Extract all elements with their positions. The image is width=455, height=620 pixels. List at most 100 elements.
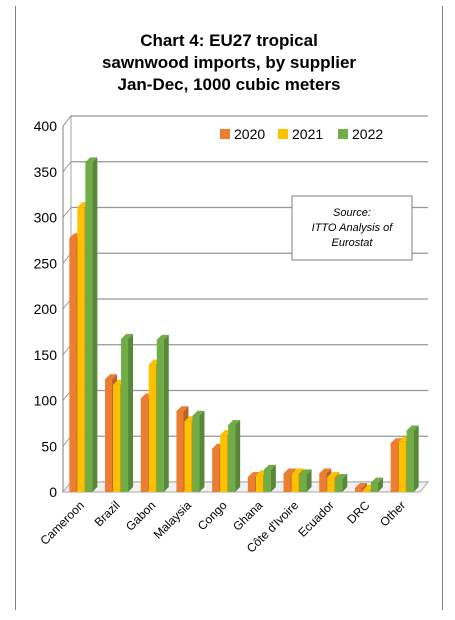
bar-front [220, 435, 228, 492]
bar-top [175, 406, 189, 412]
bars [68, 157, 420, 493]
bar [370, 477, 384, 492]
bar-front [370, 482, 378, 492]
title-line-3: Jan-Dec, 1000 cubic meters [117, 75, 340, 94]
bar-side [199, 411, 205, 492]
bar-front [212, 448, 220, 492]
y-tick-label: 350 [34, 164, 58, 180]
bar [263, 464, 277, 492]
title-line-2: sawnwood imports, by supplier [102, 53, 356, 72]
bar [406, 425, 420, 492]
y-tick-label: 50 [41, 438, 57, 454]
bar-side [342, 474, 348, 492]
bar-side [92, 157, 98, 492]
x-tick-label: Malaysia [151, 498, 195, 542]
x-tick-label: Congo [195, 498, 230, 533]
bar-front [299, 474, 307, 492]
bar-top [370, 477, 384, 484]
y-tick-label: 100 [34, 393, 58, 409]
bar-front [255, 475, 263, 492]
bar-top [104, 374, 118, 380]
y-tick-label: 200 [34, 301, 58, 317]
y-tick-label: 0 [49, 484, 57, 500]
x-tick-label: DRC [344, 498, 373, 527]
bar-front [263, 470, 271, 492]
bar-top [120, 333, 134, 340]
bar-front [291, 473, 299, 492]
x-tick-label: Cameroon [37, 498, 87, 548]
source-line-2: ITTO Analysis of [312, 222, 394, 234]
bar-front [192, 416, 200, 492]
bar-front [85, 162, 93, 492]
bar-front [156, 340, 164, 492]
bar-front [121, 339, 129, 492]
y-tick-label: 150 [34, 347, 58, 363]
bar-front [362, 490, 370, 492]
source-box: Source: ITTO Analysis of Eurostat [291, 195, 413, 261]
bar-top [263, 464, 277, 471]
bar-front [335, 479, 343, 492]
bar [156, 334, 170, 492]
y-tick-label: 400 [34, 118, 58, 134]
bar-top [156, 334, 170, 341]
bar-front [406, 430, 414, 492]
gridline-side [62, 161, 72, 173]
bar-top [283, 468, 297, 474]
source-line-3: Eurostat [332, 237, 374, 249]
gridline-side [62, 207, 72, 218]
bar-top [299, 469, 313, 475]
legend-swatch [338, 129, 348, 139]
bar-front [113, 384, 121, 492]
y-tick-label: 250 [34, 255, 58, 271]
bar [191, 410, 205, 492]
x-tick-label: Ecuador [295, 498, 337, 540]
bar [227, 420, 241, 492]
bar-side [235, 420, 241, 492]
bar-front [247, 477, 255, 492]
bar-top [406, 425, 420, 431]
bar-front [140, 398, 148, 492]
bar-side [128, 334, 134, 492]
legend: 2020 2021 2022 [220, 126, 383, 142]
legend-swatch [220, 129, 230, 139]
bar-front [354, 488, 362, 492]
y-tick-label: 300 [34, 210, 58, 226]
bar-front [390, 443, 398, 492]
source-line-1: Source: [333, 207, 371, 219]
bar-top [191, 410, 205, 417]
bar-side [163, 335, 169, 492]
bar-front [105, 379, 113, 492]
bar-front [77, 207, 85, 492]
bar-front [398, 441, 406, 492]
legend-label: 2021 [292, 126, 323, 142]
bar-side [413, 425, 419, 492]
bar-chart: Chart 4: EU27 tropical sawnwood imports,… [34, 31, 430, 556]
chart-title: Chart 4: EU27 tropical sawnwood imports,… [102, 31, 356, 94]
bar-front [319, 473, 327, 492]
y-axis: 0 50 100 150 200 250 300 350 400 [34, 118, 64, 500]
bar-top [318, 468, 332, 474]
legend-swatch [278, 129, 288, 139]
legend-label: 2020 [234, 126, 265, 142]
bar-front [148, 364, 156, 492]
bar-front [69, 238, 77, 492]
bar-front [176, 411, 184, 492]
bar-top [227, 420, 241, 426]
bar [120, 333, 134, 492]
bar-top [84, 157, 98, 163]
bar-side [377, 477, 383, 492]
bar-top [354, 483, 368, 489]
x-tick-label: Brazil [92, 498, 123, 529]
gridline-side [62, 115, 72, 127]
bar-front [327, 477, 335, 492]
chart-frame: Chart 4: EU27 tropical sawnwood imports,… [15, 6, 443, 610]
source-box-border [291, 195, 413, 261]
bar-top [291, 468, 305, 474]
bar-front [228, 425, 236, 492]
x-tick-label: Other [377, 498, 408, 529]
bar-top [326, 472, 340, 478]
bar [299, 469, 313, 492]
bar-top [334, 473, 348, 480]
bar-side [306, 469, 312, 492]
